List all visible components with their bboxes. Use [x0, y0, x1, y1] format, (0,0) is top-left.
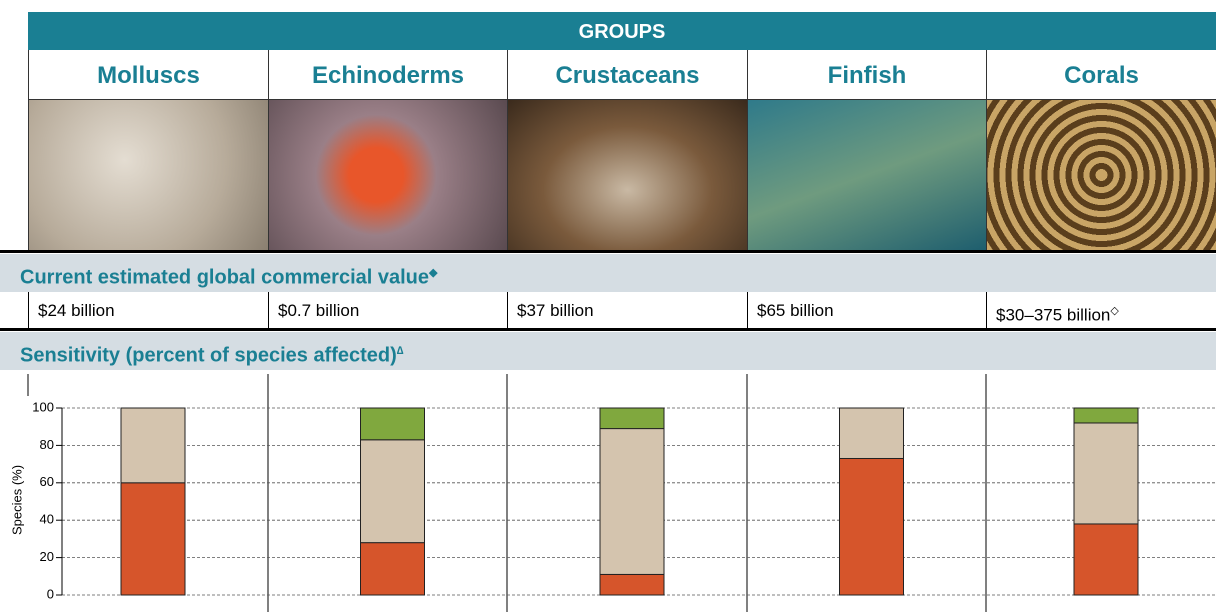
- header-bar: GROUPS: [28, 12, 1216, 50]
- group-cell: Molluscs: [28, 50, 268, 100]
- bar-segment: [1073, 422, 1139, 525]
- y-axis-label: Species (%): [9, 465, 24, 535]
- group-name: Echinoderms: [311, 62, 465, 89]
- group-name: Finfish: [827, 62, 907, 89]
- y-tick-label: 60: [40, 474, 54, 489]
- value-cell: $30–375 billion◇: [986, 292, 1216, 328]
- group-name: Corals: [1064, 62, 1139, 89]
- group-name: Crustaceans: [555, 62, 700, 89]
- value: $24 billion: [38, 301, 115, 320]
- value-cell: $0.7 billion: [268, 292, 507, 328]
- bar-segment: [599, 573, 665, 596]
- y-tick-label: 40: [40, 512, 54, 527]
- bar-segment: [360, 542, 425, 596]
- value: $30–375 billion: [996, 305, 1111, 325]
- group-cell: Echinoderms: [268, 50, 507, 100]
- value: $65 billion: [757, 301, 834, 320]
- photo: [747, 100, 986, 250]
- value-cell: $24 billion: [28, 292, 268, 328]
- value-cell: $37 billion: [507, 292, 747, 328]
- bar-segment: [839, 407, 904, 459]
- value-cell: $65 billion: [747, 292, 986, 328]
- bar-segment: [839, 457, 904, 596]
- bar-segment: [1073, 523, 1139, 596]
- header: GROUPS: [578, 21, 666, 43]
- y-tick-label: 0: [47, 586, 54, 601]
- bar-segment: [360, 439, 425, 544]
- photo: [28, 100, 268, 250]
- value-heading: Current estimated global commercial valu…: [20, 266, 430, 289]
- y-tick-label: 20: [40, 549, 54, 564]
- note: ∆: [396, 345, 404, 357]
- photo: [507, 100, 747, 250]
- bar-segment: [1073, 407, 1139, 424]
- group-cell: Finfish: [747, 50, 986, 100]
- bar-segment: [120, 482, 186, 596]
- note: ◇: [1110, 305, 1119, 317]
- note: ◆: [429, 267, 438, 279]
- rule: [0, 250, 1216, 253]
- value: $0.7 billion: [278, 301, 360, 320]
- bar-segment: [599, 428, 665, 575]
- group-cell: Corals: [986, 50, 1216, 100]
- bar-segment: [360, 407, 425, 441]
- group-cell: Crustaceans: [507, 50, 747, 100]
- value-band: Current estimated global commercial valu…: [0, 254, 1216, 292]
- chart: Species (%) 0 20 40 60 80 100: [9, 374, 1216, 612]
- sensitivity-band: Sensitivity (percent of species affected…: [0, 332, 1216, 370]
- group-name: Molluscs: [97, 62, 200, 89]
- y-tick-label: 80: [40, 437, 54, 452]
- rule: [0, 328, 1216, 331]
- bar-segment: [599, 407, 665, 430]
- photo: [268, 100, 507, 250]
- y-tick-label: 100: [32, 399, 54, 414]
- photo: [986, 100, 1216, 250]
- bar-segment: [120, 407, 186, 484]
- value: $37 billion: [517, 301, 594, 320]
- sensitivity-heading: Sensitivity (percent of species affected…: [20, 344, 397, 367]
